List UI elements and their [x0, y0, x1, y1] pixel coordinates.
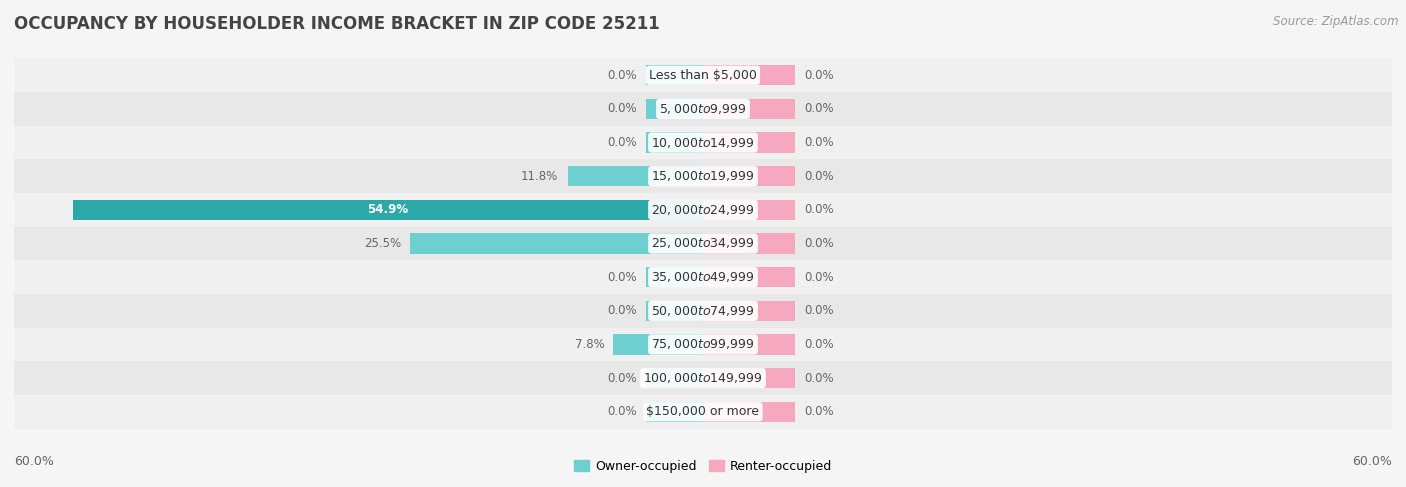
Bar	[645, 132, 703, 152]
Text: $150,000 or more: $150,000 or more	[647, 405, 759, 418]
Bar	[14, 361, 1392, 395]
Text: 7.8%: 7.8%	[575, 338, 605, 351]
Text: 0.0%: 0.0%	[804, 304, 834, 318]
Bar	[411, 233, 703, 254]
Text: Less than $5,000: Less than $5,000	[650, 69, 756, 82]
Text: 0.0%: 0.0%	[607, 372, 637, 385]
Bar	[14, 58, 1392, 92]
Text: 0.0%: 0.0%	[804, 237, 834, 250]
Bar	[703, 267, 794, 287]
Bar	[14, 193, 1392, 226]
Bar	[703, 233, 794, 254]
Bar	[703, 166, 794, 187]
Text: $15,000 to $19,999: $15,000 to $19,999	[651, 169, 755, 183]
Text: 0.0%: 0.0%	[804, 136, 834, 149]
Text: 0.0%: 0.0%	[804, 204, 834, 216]
Text: 0.0%: 0.0%	[607, 102, 637, 115]
Bar	[14, 328, 1392, 361]
Bar	[14, 261, 1392, 294]
Text: 25.5%: 25.5%	[364, 237, 401, 250]
Bar	[703, 132, 794, 152]
Text: 0.0%: 0.0%	[804, 338, 834, 351]
Text: 0.0%: 0.0%	[607, 405, 637, 418]
Text: $35,000 to $49,999: $35,000 to $49,999	[651, 270, 755, 284]
Text: 0.0%: 0.0%	[804, 372, 834, 385]
Bar	[703, 368, 794, 388]
Bar	[703, 99, 794, 119]
Bar	[645, 402, 703, 422]
Bar	[568, 166, 703, 187]
Text: 0.0%: 0.0%	[804, 169, 834, 183]
Bar	[14, 294, 1392, 328]
Text: $20,000 to $24,999: $20,000 to $24,999	[651, 203, 755, 217]
Text: 0.0%: 0.0%	[607, 136, 637, 149]
Bar	[703, 335, 794, 355]
Bar	[703, 65, 794, 85]
Bar	[14, 92, 1392, 126]
Bar	[645, 368, 703, 388]
Bar	[14, 395, 1392, 429]
Bar	[703, 200, 794, 220]
Bar	[645, 99, 703, 119]
Bar	[645, 267, 703, 287]
Legend: Owner-occupied, Renter-occupied: Owner-occupied, Renter-occupied	[568, 455, 838, 478]
Text: $25,000 to $34,999: $25,000 to $34,999	[651, 237, 755, 250]
Text: 0.0%: 0.0%	[804, 69, 834, 82]
Text: $75,000 to $99,999: $75,000 to $99,999	[651, 337, 755, 352]
Text: 54.9%: 54.9%	[367, 204, 408, 216]
Bar	[14, 126, 1392, 159]
Text: 60.0%: 60.0%	[14, 454, 53, 468]
Bar	[703, 402, 794, 422]
Text: 0.0%: 0.0%	[607, 304, 637, 318]
Bar	[14, 159, 1392, 193]
Bar	[645, 65, 703, 85]
Bar	[703, 300, 794, 321]
Text: 0.0%: 0.0%	[607, 69, 637, 82]
Text: 60.0%: 60.0%	[1353, 454, 1392, 468]
Bar	[73, 200, 703, 220]
Bar	[14, 226, 1392, 261]
Text: 0.0%: 0.0%	[804, 102, 834, 115]
Text: Source: ZipAtlas.com: Source: ZipAtlas.com	[1274, 15, 1399, 28]
Bar	[613, 335, 703, 355]
Text: $10,000 to $14,999: $10,000 to $14,999	[651, 135, 755, 150]
Text: $100,000 to $149,999: $100,000 to $149,999	[644, 371, 762, 385]
Text: 11.8%: 11.8%	[522, 169, 558, 183]
Bar	[645, 300, 703, 321]
Text: 0.0%: 0.0%	[607, 271, 637, 283]
Text: 0.0%: 0.0%	[804, 271, 834, 283]
Text: $50,000 to $74,999: $50,000 to $74,999	[651, 304, 755, 318]
Text: $5,000 to $9,999: $5,000 to $9,999	[659, 102, 747, 116]
Text: 0.0%: 0.0%	[804, 405, 834, 418]
Text: OCCUPANCY BY HOUSEHOLDER INCOME BRACKET IN ZIP CODE 25211: OCCUPANCY BY HOUSEHOLDER INCOME BRACKET …	[14, 15, 659, 33]
